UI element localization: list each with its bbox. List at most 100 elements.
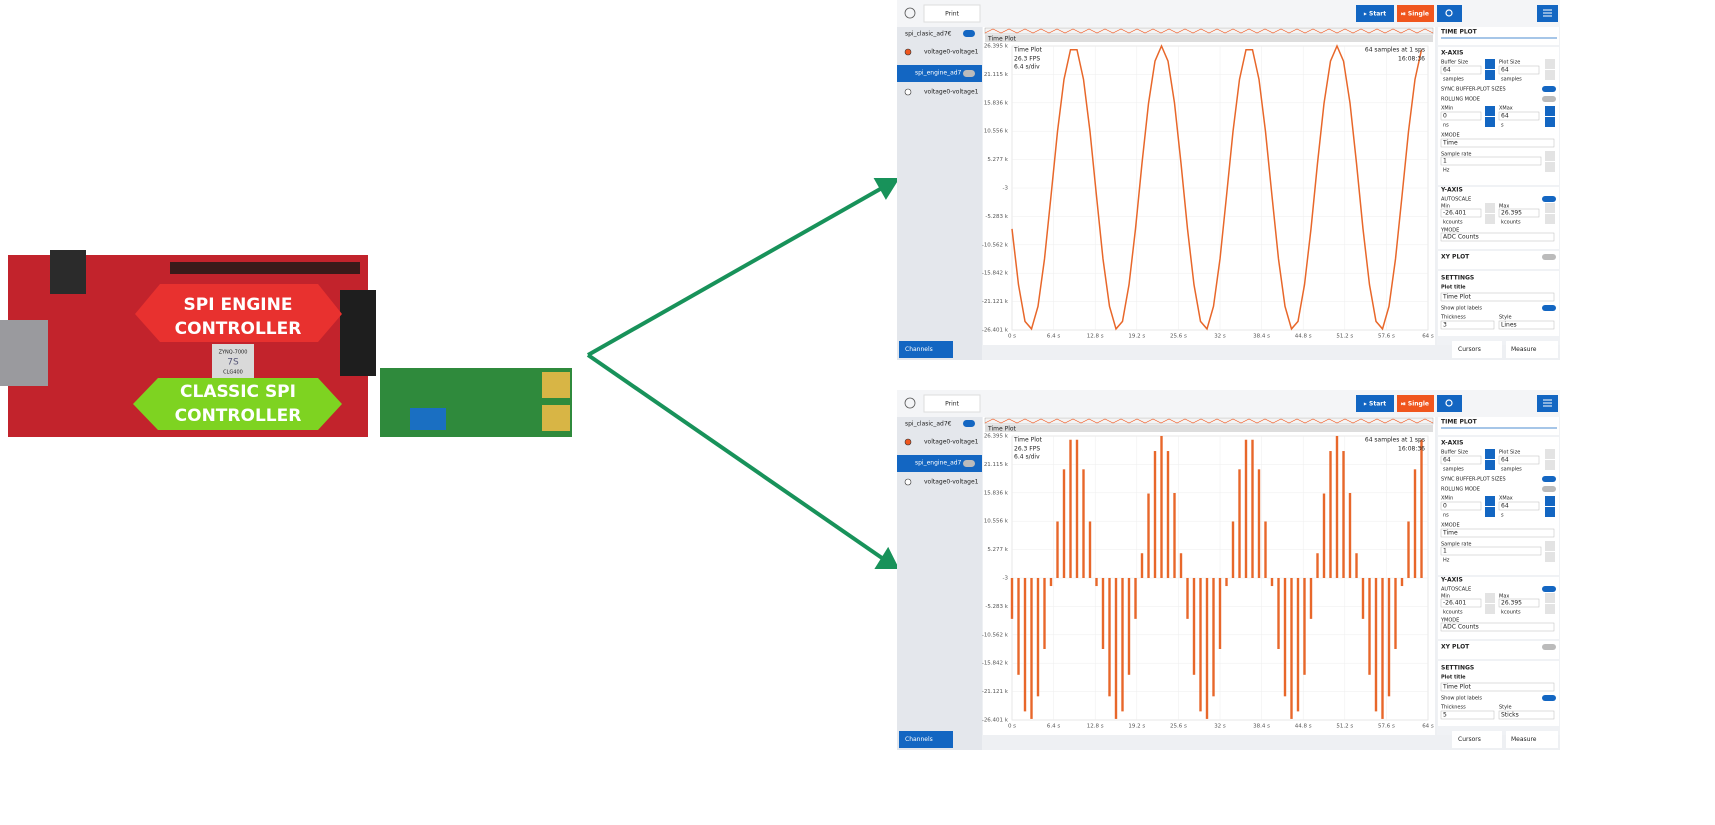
device-toggle[interactable] <box>963 420 975 427</box>
channel-name[interactable]: voltage0-voltage1 <box>924 479 979 486</box>
input-box[interactable] <box>1440 156 1542 166</box>
y-tick-label: 21.115 k <box>984 72 1009 78</box>
start-button[interactable] <box>1356 5 1394 22</box>
input-box[interactable] <box>1498 320 1555 330</box>
sample-rate: Sample rate <box>1441 152 1472 158</box>
input-box[interactable] <box>1440 65 1482 75</box>
step-button[interactable] <box>1545 59 1555 69</box>
y-tick-label: -5.283 k <box>985 604 1008 610</box>
toggle[interactable] <box>1542 86 1556 92</box>
channels-button[interactable] <box>899 341 953 358</box>
y-axis: Y-AXIS <box>1440 187 1463 194</box>
cursors-button[interactable] <box>1452 731 1502 748</box>
info-button[interactable] <box>904 7 916 19</box>
info-button[interactable] <box>904 397 916 409</box>
step-button[interactable] <box>1485 496 1495 506</box>
toggle[interactable] <box>1542 196 1556 202</box>
measure-button[interactable] <box>1506 341 1558 358</box>
input-box[interactable] <box>1498 111 1540 121</box>
device-toggle[interactable] <box>963 70 975 77</box>
step-button[interactable] <box>1545 117 1555 127</box>
single-button[interactable] <box>1397 5 1434 22</box>
step-button[interactable] <box>1545 496 1555 506</box>
input-box[interactable] <box>1440 528 1555 538</box>
step-button[interactable] <box>1545 151 1555 161</box>
step-button[interactable] <box>1485 117 1495 127</box>
step-button[interactable] <box>1545 162 1555 172</box>
settings-button[interactable] <box>1437 5 1462 22</box>
input-box[interactable] <box>1498 598 1540 608</box>
device-toggle[interactable] <box>963 460 975 467</box>
toggle[interactable] <box>1542 486 1556 492</box>
step-button[interactable] <box>1545 604 1555 614</box>
input-box[interactable] <box>1440 138 1555 148</box>
step-button[interactable] <box>1485 449 1495 459</box>
device-toggle[interactable] <box>963 30 975 37</box>
input-box[interactable] <box>1440 501 1482 511</box>
input-box[interactable] <box>1440 455 1482 465</box>
input-box[interactable] <box>1498 710 1555 720</box>
channel-name[interactable]: voltage0-voltage1 <box>924 89 979 96</box>
toggle[interactable] <box>1542 644 1556 650</box>
input-box[interactable] <box>1440 208 1482 218</box>
input-box[interactable] <box>1440 232 1555 242</box>
step-button[interactable] <box>1485 203 1495 213</box>
device-name[interactable]: spi_clasic_ad7€ <box>905 421 952 428</box>
xmode-value: Time <box>1442 140 1458 147</box>
step-button[interactable] <box>1485 59 1495 69</box>
input-box[interactable] <box>1440 710 1495 720</box>
step-button[interactable] <box>1485 214 1495 224</box>
settings-button[interactable] <box>1437 395 1462 412</box>
step-button[interactable] <box>1545 552 1555 562</box>
device-row-selected[interactable] <box>897 65 982 82</box>
step-button[interactable] <box>1545 70 1555 80</box>
device-row-selected[interactable] <box>897 455 982 472</box>
signal-stick <box>1257 469 1261 578</box>
input-box[interactable] <box>1440 320 1495 330</box>
input-box[interactable] <box>1440 292 1555 302</box>
input-box[interactable] <box>1440 682 1555 692</box>
toggle[interactable] <box>1542 96 1556 102</box>
single-button[interactable] <box>1397 395 1434 412</box>
start-button[interactable] <box>1356 395 1394 412</box>
measure-button[interactable] <box>1506 731 1558 748</box>
toggle[interactable] <box>1542 254 1556 260</box>
step-button[interactable] <box>1485 460 1495 470</box>
channels-button[interactable] <box>899 731 953 748</box>
input-box[interactable] <box>1498 65 1540 75</box>
step-button[interactable] <box>1545 203 1555 213</box>
device-name[interactable]: spi_clasic_ad7€ <box>905 31 952 38</box>
step-button[interactable] <box>1545 593 1555 603</box>
step-button[interactable] <box>1545 541 1555 551</box>
input-box[interactable] <box>1498 501 1540 511</box>
input-box[interactable] <box>1498 208 1540 218</box>
step-button[interactable] <box>1545 460 1555 470</box>
input-box[interactable] <box>1440 546 1542 556</box>
toggle[interactable] <box>1542 695 1556 701</box>
channel-name[interactable]: voltage0-voltage1 <box>924 439 979 446</box>
toggle[interactable] <box>1542 476 1556 482</box>
sample-rate-value: 1 <box>1443 548 1447 555</box>
input-box[interactable] <box>1498 455 1540 465</box>
toggle[interactable] <box>1542 586 1556 592</box>
toggle[interactable] <box>1542 305 1556 311</box>
device-name[interactable]: spi_engine_ad7 <box>915 460 962 467</box>
input-box[interactable] <box>1440 598 1482 608</box>
step-button[interactable] <box>1545 449 1555 459</box>
step-button[interactable] <box>1485 106 1495 116</box>
device-name[interactable]: spi_engine_ad7 <box>915 70 962 77</box>
x-tick-label: 19.2 s <box>1128 334 1145 340</box>
step-button[interactable] <box>1485 507 1495 517</box>
step-button[interactable] <box>1485 70 1495 80</box>
channel-name[interactable]: voltage0-voltage1 <box>924 49 979 56</box>
step-button[interactable] <box>1545 214 1555 224</box>
step-button[interactable] <box>1485 604 1495 614</box>
print-button[interactable] <box>923 4 981 23</box>
step-button[interactable] <box>1545 507 1555 517</box>
step-button[interactable] <box>1545 106 1555 116</box>
step-button[interactable] <box>1485 593 1495 603</box>
input-box[interactable] <box>1440 111 1482 121</box>
cursors-button[interactable] <box>1452 341 1502 358</box>
print-button[interactable] <box>923 394 981 413</box>
input-box[interactable] <box>1440 622 1555 632</box>
